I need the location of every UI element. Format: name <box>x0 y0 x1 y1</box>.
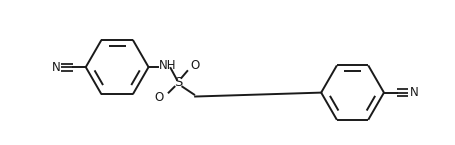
Text: NH: NH <box>159 59 177 72</box>
Text: N: N <box>410 86 418 99</box>
Text: S: S <box>174 76 182 89</box>
Text: O: O <box>155 91 164 104</box>
Text: N: N <box>51 61 60 74</box>
Text: O: O <box>190 59 199 72</box>
